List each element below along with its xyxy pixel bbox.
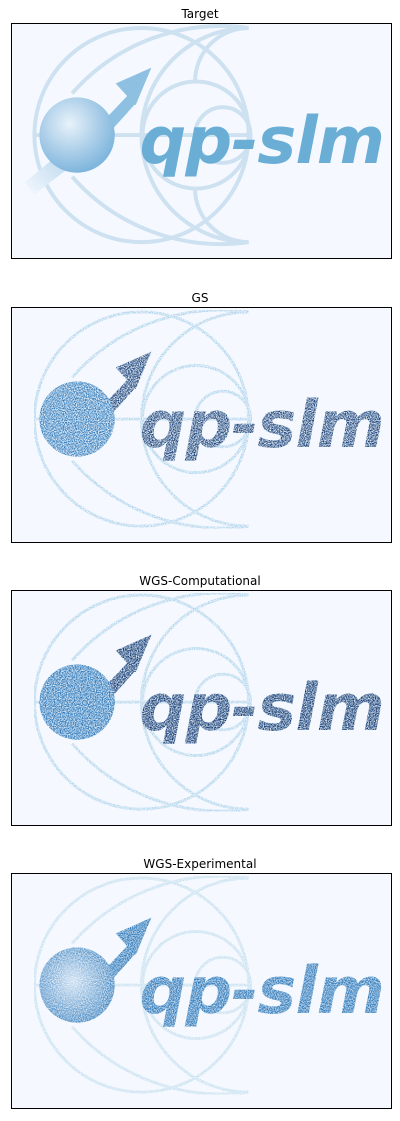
panel-title-target: Target bbox=[181, 7, 219, 21]
sphere bbox=[39, 381, 115, 457]
sphere bbox=[39, 97, 115, 173]
panel-gs: qp-slm bbox=[11, 307, 392, 543]
sphere bbox=[39, 664, 115, 740]
logo-text: qp-slm bbox=[140, 387, 384, 463]
logo-text: qp-slm bbox=[140, 103, 384, 179]
panel-title-gs: GS bbox=[191, 291, 209, 305]
smith-chart bbox=[32, 874, 253, 1096]
logo-text: qp-slm bbox=[140, 670, 384, 746]
panel-wgs-experimental: qp-slm bbox=[11, 873, 392, 1109]
wgs-computational-image: qp-slm bbox=[32, 591, 385, 813]
panel-target: qp-slm bbox=[11, 23, 392, 259]
target-image: qp-slm bbox=[24, 24, 385, 246]
gs-image: qp-slm bbox=[32, 308, 385, 530]
logo-text: qp-slm bbox=[140, 953, 384, 1029]
wgs-experimental-image: qp-slm bbox=[32, 874, 385, 1096]
panel-title-wgs-experimental: WGS-Experimental bbox=[143, 857, 257, 871]
sphere bbox=[39, 947, 115, 1023]
panel-title-wgs-computational: WGS-Computational bbox=[139, 574, 261, 588]
panel-wgs-computational: qp-slm bbox=[11, 590, 392, 826]
